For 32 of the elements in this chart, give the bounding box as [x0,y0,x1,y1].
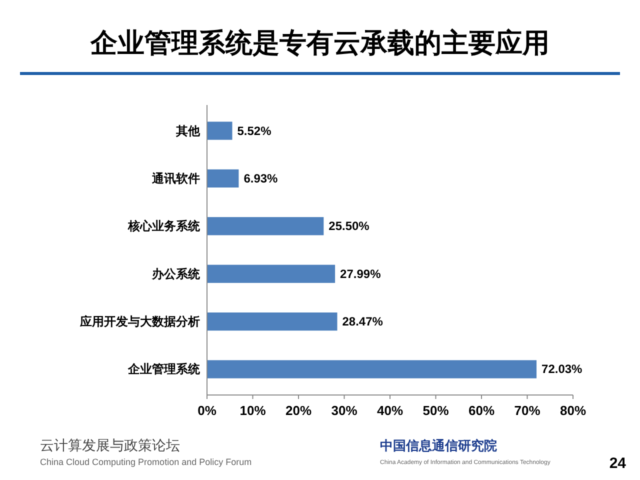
x-tick-label: 0% [198,403,217,418]
x-tick-label: 80% [560,403,586,418]
chart-title: 企业管理系统是专有云承载的主要应用 [90,28,550,58]
bar [207,360,537,378]
data-label: 27.99% [340,266,382,281]
bar [207,217,324,236]
data-label: 6.93% [244,171,278,186]
text: 24 [609,455,627,472]
x-tick-label: 50% [422,403,450,418]
data-label: 28.47% [342,314,384,329]
text: China Cloud Computing Promotion and Policy Forum [40,457,252,467]
x-tick-label: 10% [240,403,266,418]
bar [207,312,338,331]
bar [207,169,239,188]
text: 中国信息通信研究院 [380,438,497,453]
bar [207,264,336,283]
x-tick-label: 30% [331,403,358,418]
y-tick-label: 核心业务系统 [127,219,201,234]
y-tick-label: 其他 [175,124,201,138]
text: 云计算发展与政策论坛 [40,437,180,453]
y-tick-label: 通讯软件 [151,171,200,186]
x-tick-label: 70% [514,403,541,418]
y-tick-label: 应用开发与大数据分析 [79,314,200,329]
x-tick-label: 60% [468,403,495,418]
data-label: 25.50% [328,219,370,234]
bar [207,122,232,140]
data-label: 72.03% [542,362,583,376]
data-label: 5.52% [237,124,272,138]
x-tick-label: 20% [285,403,312,418]
y-tick-label: 办公系统 [151,266,201,281]
y-tick-label: 企业管理系统 [127,362,201,376]
x-tick-label: 40% [376,403,404,418]
